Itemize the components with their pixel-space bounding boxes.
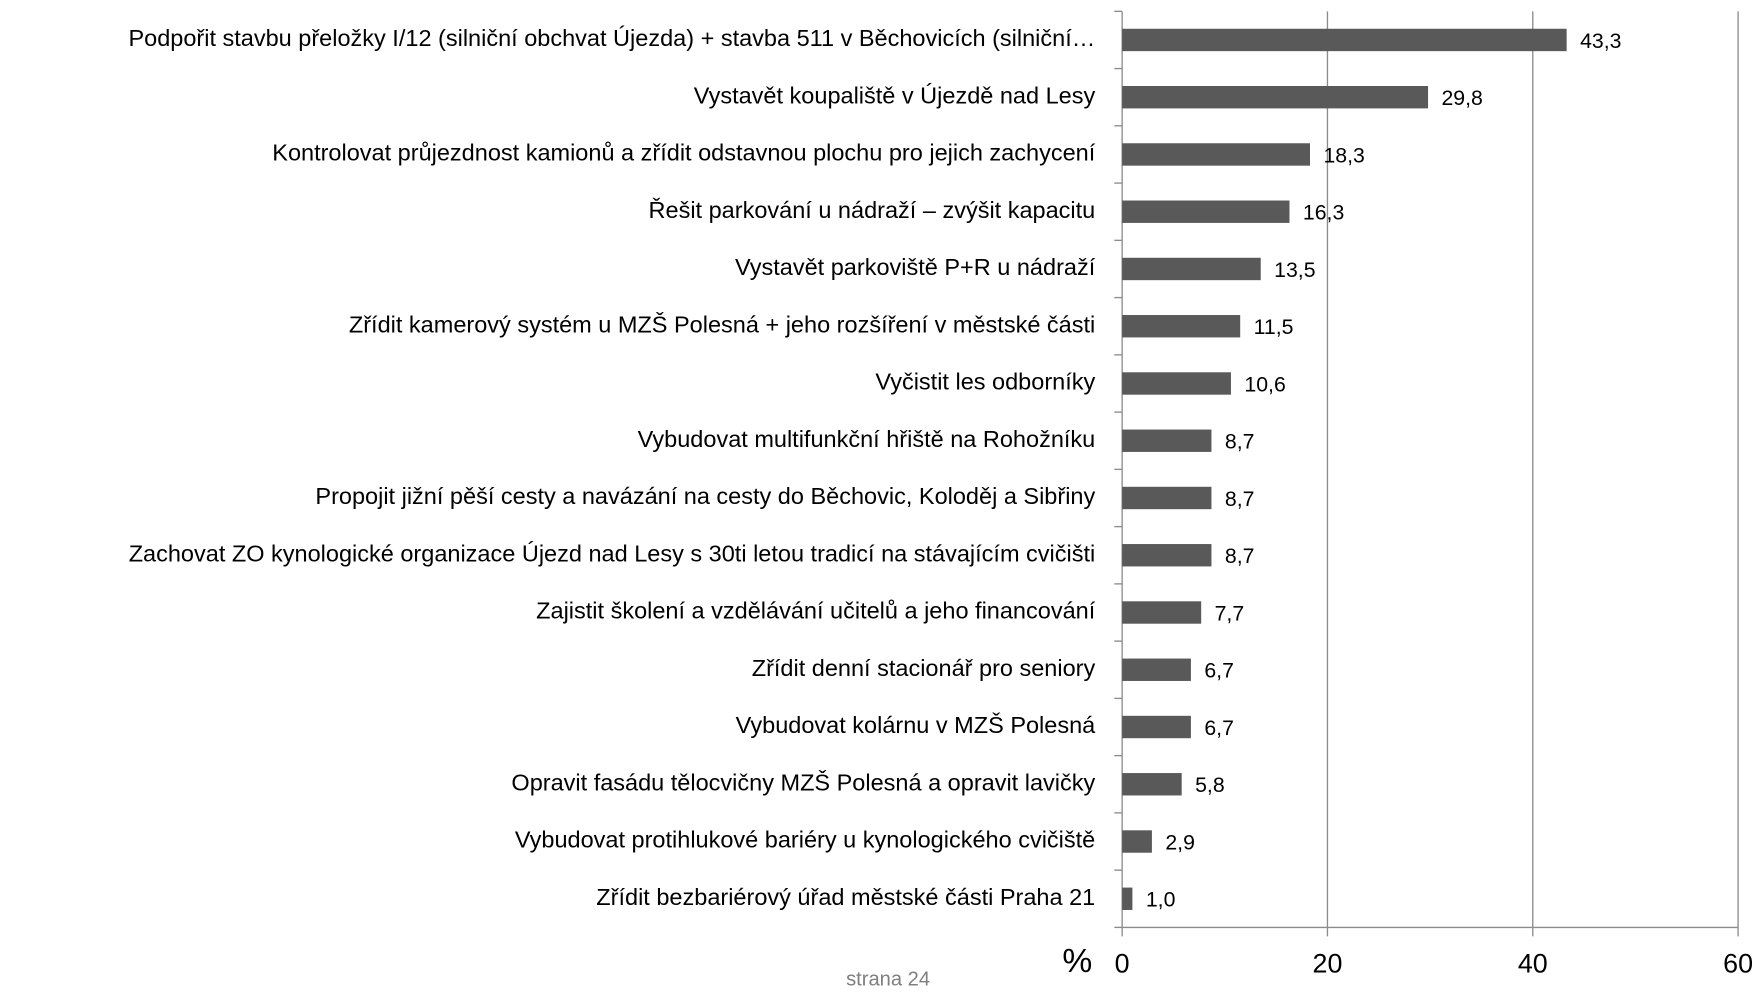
category-label: Zajistit školení a vzdělávání učitelů a … xyxy=(536,598,1096,624)
category-label: Vystavět koupaliště v Újezdě nad Lesy xyxy=(694,82,1096,108)
value-label: 7,7 xyxy=(1215,601,1245,625)
category-label: Zachovat ZO kynologické organizace Újezd… xyxy=(129,540,1096,566)
category-label: Zřídit denní stacionář pro seniory xyxy=(752,655,1096,681)
category-label: Kontrolovat průjezdnost kamionů a zřídit… xyxy=(272,140,1095,166)
x-axis-label: % xyxy=(1062,943,1092,980)
value-label: 18,3 xyxy=(1323,143,1364,167)
value-label: 43,3 xyxy=(1580,29,1621,53)
bar xyxy=(1122,86,1429,109)
category-label: Podpořit stavbu přeložky I/12 (silniční … xyxy=(128,25,1095,51)
bar xyxy=(1122,315,1241,338)
x-tick-label: 40 xyxy=(1518,949,1548,979)
bar xyxy=(1122,143,1311,166)
value-label: 1,0 xyxy=(1146,888,1176,912)
bar xyxy=(1122,544,1212,567)
category-label: Řešit parkování u nádraží – zvýšit kapac… xyxy=(649,197,1096,223)
bar xyxy=(1122,28,1567,52)
value-label: 8,7 xyxy=(1225,544,1255,568)
x-tick-label: 0 xyxy=(1115,949,1130,979)
x-tick-label: 20 xyxy=(1313,949,1343,979)
bar xyxy=(1122,773,1182,796)
value-label: 2,9 xyxy=(1165,830,1195,854)
category-label: Vybudovat multifunkční hřiště na Rohožní… xyxy=(638,426,1096,452)
bar xyxy=(1122,715,1191,739)
x-tick-label: 60 xyxy=(1723,949,1753,979)
category-label: Vystavět parkoviště P+R u nádraží xyxy=(735,254,1096,280)
category-label: Propojit jižní pěší cesty a navázání na … xyxy=(315,483,1095,509)
bar xyxy=(1122,601,1202,624)
bar xyxy=(1122,658,1191,681)
footer: strana 24 xyxy=(846,968,930,988)
value-label: 8,7 xyxy=(1225,430,1255,454)
bar xyxy=(1122,372,1231,395)
value-label: 13,5 xyxy=(1274,258,1315,282)
bar xyxy=(1122,887,1133,910)
category-label: Zřídit bezbariérový úřad městské části P… xyxy=(596,884,1095,910)
value-label: 10,6 xyxy=(1244,372,1285,396)
category-label: Vybudovat protihlukové bariéry u kynolog… xyxy=(515,827,1095,853)
bar xyxy=(1122,429,1212,452)
bar xyxy=(1122,200,1290,223)
category-label: Vybudovat kolárnu v MZŠ Polesná xyxy=(736,711,1097,738)
value-label: 6,7 xyxy=(1204,716,1234,740)
value-label: 11,5 xyxy=(1254,315,1294,339)
category-label: Opravit fasádu tělocvičny MZŠ Polesná a … xyxy=(511,768,1095,795)
bar xyxy=(1122,486,1212,510)
category-label: Zřídit kamerový systém u MZŠ Polesná + j… xyxy=(349,310,1095,337)
value-label: 16,3 xyxy=(1303,201,1344,225)
bar xyxy=(1122,830,1152,853)
value-label: 5,8 xyxy=(1195,773,1225,797)
value-label: 29,8 xyxy=(1441,86,1482,110)
value-label: 6,7 xyxy=(1204,659,1234,683)
value-label: 8,7 xyxy=(1225,487,1255,511)
category-label: Vyčistit les odborníky xyxy=(875,369,1095,395)
bar xyxy=(1122,257,1261,281)
